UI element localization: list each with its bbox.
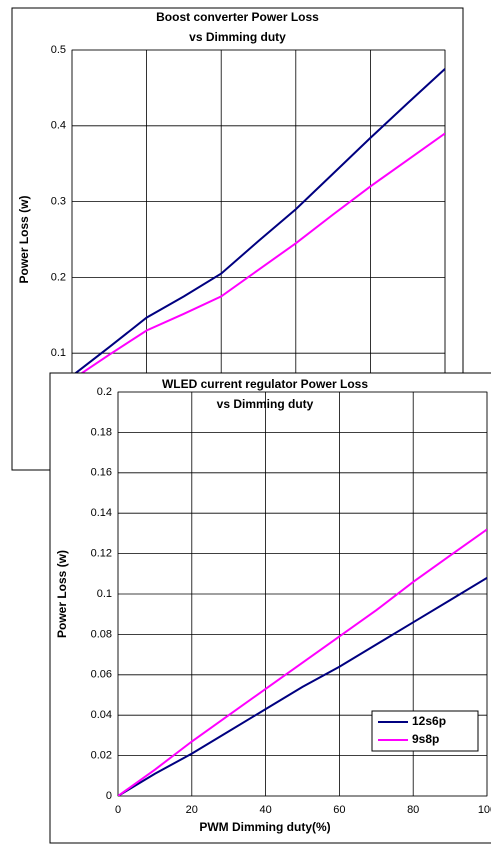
y-tick-label: 0.18	[91, 426, 112, 438]
x-axis-label: PWM Dimming duty(%)	[199, 820, 330, 834]
chart-title: WLED current regulator Power Loss	[162, 377, 368, 391]
data-line	[72, 132, 445, 381]
y-tick-label: 0	[106, 790, 112, 802]
chart-panel: Boost converter Power Loss vs Dimming dut…	[11, 7, 464, 471]
x-tick-label: 20	[186, 804, 198, 816]
chart-panel: WLED current regulator Power Loss vs Dimm…	[49, 372, 491, 844]
y-tick-label: 0.1	[51, 347, 66, 359]
y-tick-label: 0.02	[91, 750, 112, 762]
y-tick-label: 0.16	[91, 467, 112, 479]
y-tick-label: 0.04	[91, 709, 112, 721]
x-tick-label: 60	[333, 804, 345, 816]
y-tick-label: 0.08	[91, 628, 112, 640]
x-tick-label: 0	[115, 804, 121, 816]
y-tick-label: 0.2	[51, 271, 66, 283]
y-tick-label: 0.3	[51, 196, 66, 208]
plot-area	[71, 49, 446, 430]
data-line	[118, 528, 487, 796]
legend-label: 9s8p	[412, 732, 439, 746]
y-tick-label: 0.4	[51, 120, 66, 132]
y-axis-label: Power Loss (w)	[55, 550, 69, 638]
y-tick-label: 0.2	[97, 386, 112, 398]
y-tick-label: 0.5	[51, 44, 66, 56]
x-tick-label: 80	[407, 804, 419, 816]
y-tick-label: 0.1	[97, 588, 112, 600]
legend-box	[371, 710, 479, 752]
chart-subtitle: vs Dimming duty	[189, 30, 286, 44]
y-tick-label: 0.14	[91, 507, 112, 519]
y-axis-label: Power Loss (w)	[17, 195, 31, 283]
legend-label: 12s6p	[412, 714, 446, 728]
x-tick-label: 100	[478, 804, 491, 816]
chart-title: Boost converter Power Loss	[156, 10, 319, 24]
data-line	[118, 576, 487, 796]
y-tick-label: 0.06	[91, 669, 112, 681]
y-tick-label: 0.12	[91, 548, 112, 560]
x-tick-label: 40	[259, 804, 271, 816]
chart-subtitle: vs Dimming duty	[217, 397, 314, 411]
data-line	[72, 68, 445, 377]
